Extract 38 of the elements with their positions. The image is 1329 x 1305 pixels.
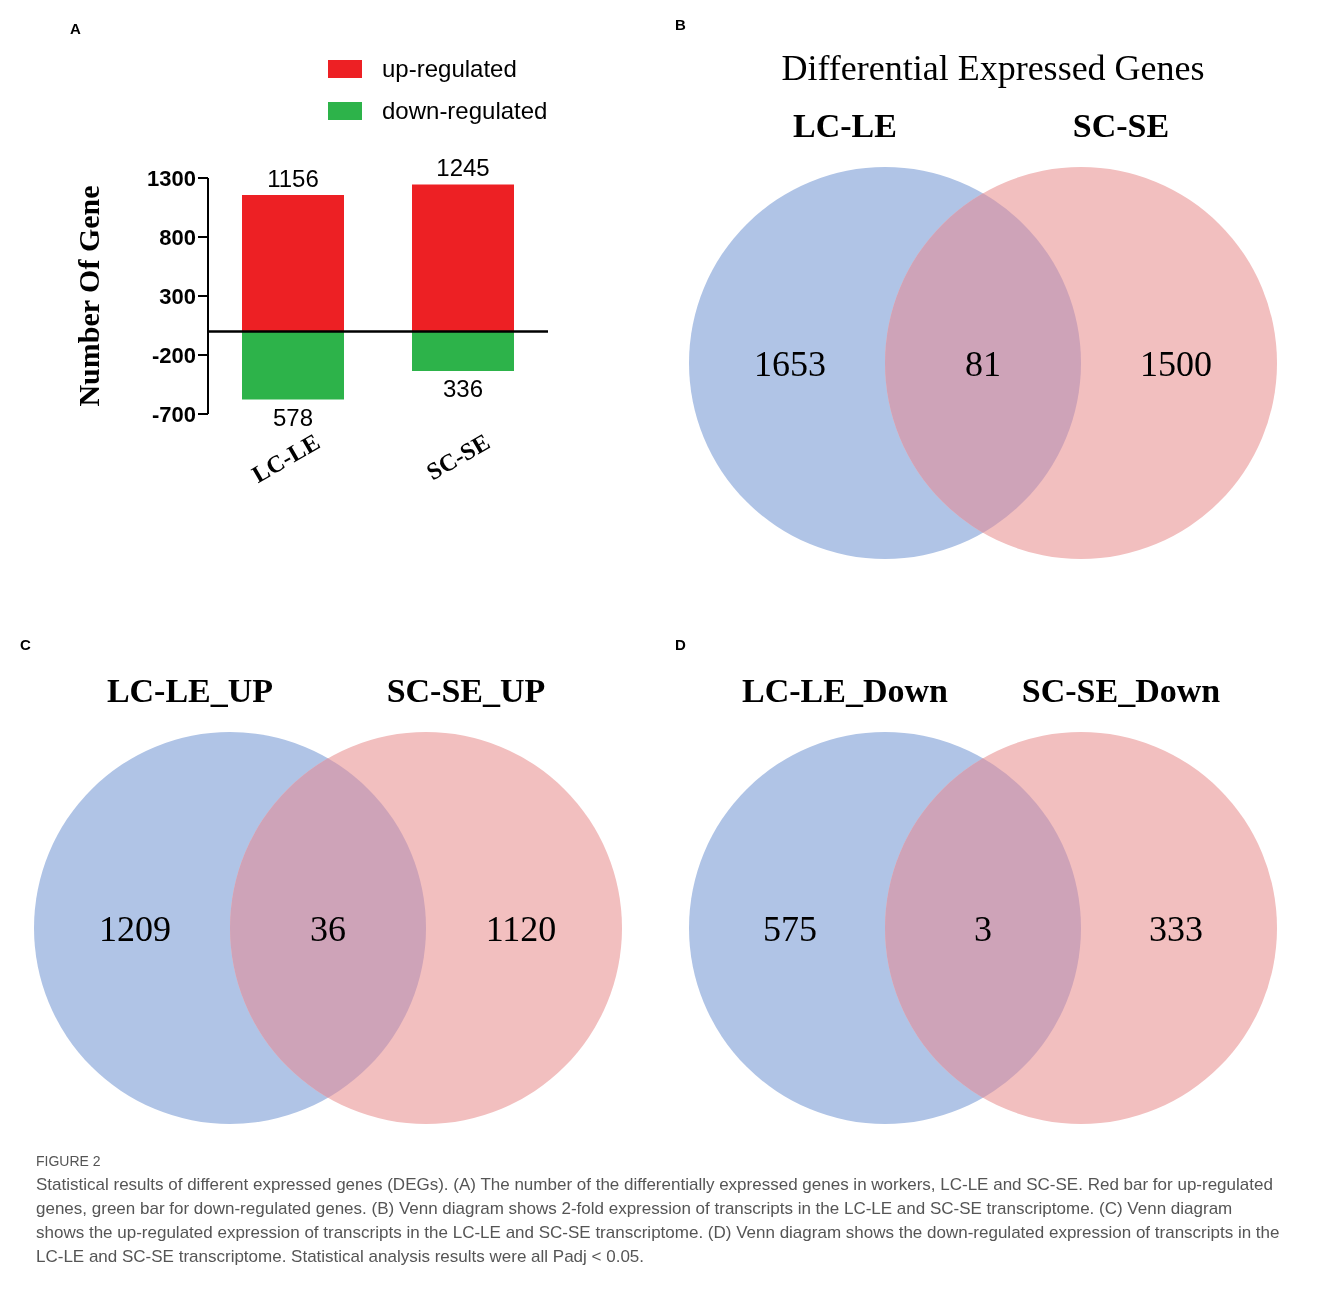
- data-label: 333: [1149, 909, 1203, 949]
- data-label: 578: [272, 403, 314, 431]
- data-label: 1500: [1140, 344, 1212, 384]
- data-label: 36: [310, 909, 346, 949]
- text: D: [675, 636, 686, 653]
- data-label: 1245: [436, 154, 490, 182]
- y-tick-label: -200: [151, 342, 196, 368]
- text: Statistical results of different expressed genes (DEGs). (A) The number of the differentially expressed genes in workers, LC-LE and SC-SE. Red bar for up-regulated genes, green bar for down-regulated genes. (B) Venn diagram shows 2-fold expression of transcripts in the LC-LE and SC-SE transcriptome. (C) Venn diagram shows the up-regulated expression of transcripts in the LC-LE and SC-SE transcriptome. (D) Venn diagram shows the down-regulated expression of transcripts in the LC-LE and SC-SE transcriptome. Statistical analysis results were all Padj < 0.05.: [36, 1174, 1280, 1268]
- text: LC-LE: [793, 107, 897, 144]
- y-axis-title: Number Of Gene: [71, 185, 105, 407]
- legend-label: down-regulated: [382, 97, 548, 125]
- caption: FIGURE 2: [36, 1152, 102, 1171]
- text: SC-SE_Down: [1021, 672, 1221, 709]
- text: SC-SE_UP: [386, 672, 546, 709]
- bar: [242, 194, 344, 332]
- text: B: [675, 16, 686, 33]
- y-tick-label: 1300: [147, 165, 196, 191]
- data-label: 1209: [99, 909, 171, 949]
- data-label: 575: [763, 909, 817, 949]
- data-label: 81: [965, 344, 1001, 384]
- legend-label: up-regulated: [382, 55, 517, 83]
- text: C: [20, 636, 31, 653]
- bar: [412, 184, 514, 332]
- data-label: 1156: [267, 164, 319, 192]
- text: Differential Expressed Genes: [781, 48, 1205, 88]
- y-tick-label: -700: [151, 401, 196, 427]
- text: A: [70, 20, 81, 37]
- data-label: 336: [442, 375, 484, 403]
- data-label: 1653: [754, 344, 826, 384]
- y-tick-label: 800: [159, 224, 196, 250]
- text: LC-LE_UP: [106, 672, 274, 709]
- bar: [242, 331, 344, 400]
- text: SC-SE: [1072, 107, 1170, 144]
- data-label: 3: [974, 909, 992, 949]
- data-label: 1120: [485, 909, 557, 949]
- bar: [412, 331, 514, 372]
- y-tick-label: 300: [159, 283, 196, 309]
- text: LC-LE_Down: [742, 672, 949, 709]
